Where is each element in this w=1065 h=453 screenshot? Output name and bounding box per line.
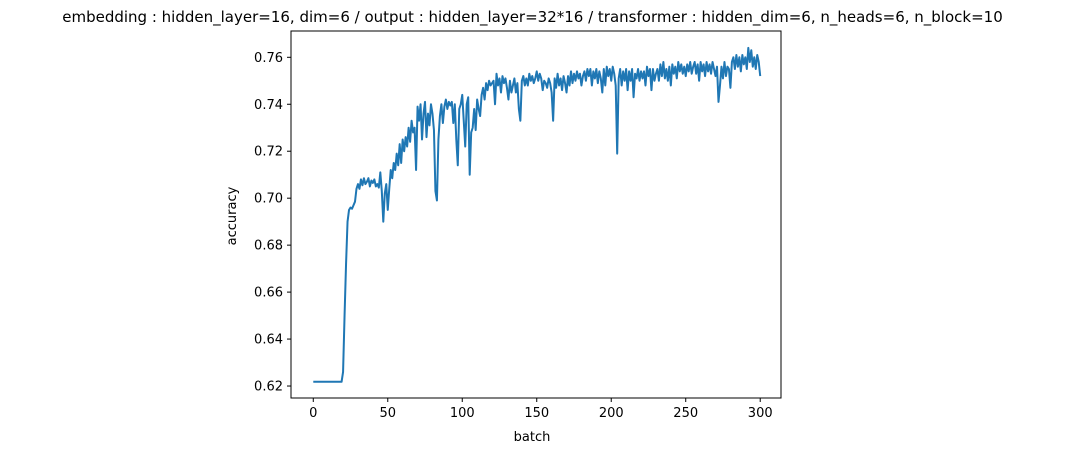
y-tick-label: 0.74: [254, 98, 283, 113]
x-axis-label: batch: [514, 430, 551, 445]
x-tick-label: 300: [748, 406, 773, 421]
x-tick-label: 250: [673, 406, 698, 421]
plot-area: [290, 30, 782, 399]
x-tick-label: 0: [309, 406, 317, 421]
series-line-accuracy: [313, 46, 762, 383]
x-tick-label: 150: [524, 406, 549, 421]
y-tick-label: 0.62: [254, 380, 283, 395]
x-tick-label: 100: [450, 406, 475, 421]
y-axis-label: accuracy: [225, 186, 240, 245]
y-tick-label: 0.64: [254, 333, 283, 348]
plot-frame: [290, 30, 782, 399]
x-tick-label: 50: [379, 406, 396, 421]
y-tick-label: 0.70: [254, 192, 283, 207]
y-axis-ticks: 0.62 0.64 0.66 0.68 0.70 0.72 0.74 0.76: [254, 51, 291, 395]
y-tick-label: 0.68: [254, 239, 283, 254]
y-tick-label: 0.66: [254, 286, 283, 301]
x-axis-ticks: 0 50 100 150 200 250 300: [309, 398, 773, 421]
chart-title: embedding : hidden_layer=16, dim=6 / out…: [62, 8, 1002, 27]
y-tick-label: 0.72: [254, 145, 283, 160]
x-tick-label: 200: [599, 406, 624, 421]
y-tick-label: 0.76: [254, 51, 283, 66]
